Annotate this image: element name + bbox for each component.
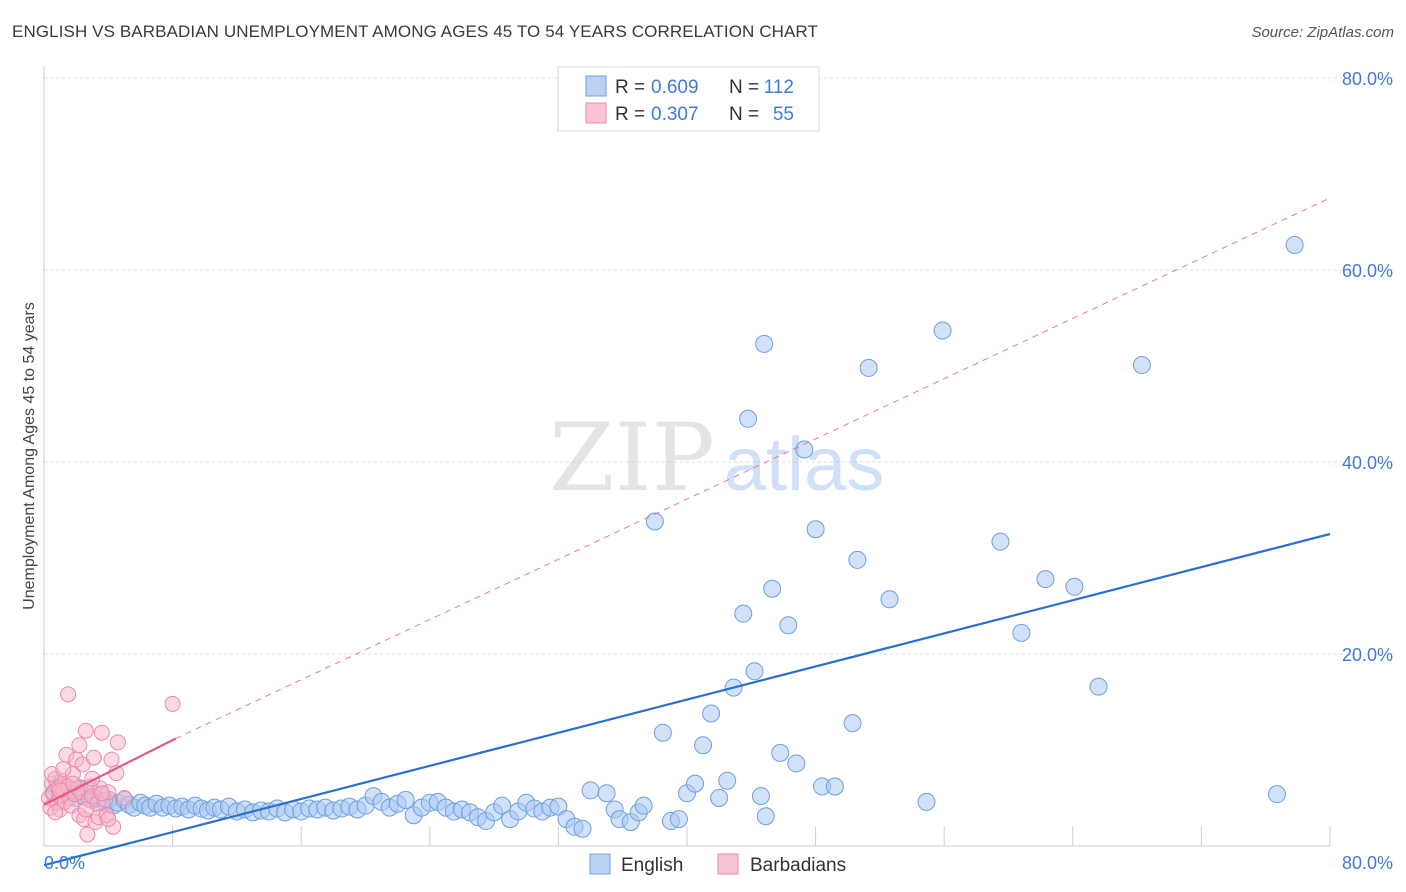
english-point [825,777,844,796]
legend-r-label: R = [615,77,645,98]
bottom-legend-swatch-1 [717,853,739,875]
english-point [933,321,952,340]
english-point [848,550,867,569]
english-point [645,512,664,531]
english-point [787,754,806,773]
english-point [1012,623,1031,642]
english-point [751,787,770,806]
english-point [1089,677,1108,696]
legend-n-label: N = [729,104,759,125]
chart-title: ENGLISH VS BARBADIAN UNEMPLOYMENT AMONG … [12,22,818,41]
legend-r-value: 0.307 [651,104,699,125]
legend-swatch-1 [585,102,607,124]
english-point [396,790,415,809]
english-point [1285,236,1304,255]
y-tick-label: 60.0% [1342,261,1393,281]
y-tick-label: 80.0% [1342,69,1393,89]
x-tick-label-max: 80.0% [1342,853,1393,873]
x-tick-label-min: 0.0% [44,853,85,873]
y-tick-label: 20.0% [1342,645,1393,665]
barbadian-point [77,722,94,739]
barbadian-point [100,811,117,828]
legend-bottom: English Barbadians [589,853,846,876]
barbadian-trend-line-solid [43,737,177,806]
legend-swatch-0 [585,75,607,97]
english-point [1036,570,1055,589]
english-points [44,236,1304,838]
english-point [718,771,737,790]
y-tick-label: 40.0% [1342,453,1393,473]
english-point [597,784,616,803]
english-point [763,579,782,598]
barbadian-point [60,686,77,703]
english-point [739,409,758,428]
barbadian-point [93,785,110,802]
english-point [843,714,862,733]
legend-n-label: N = [729,77,759,98]
barbadian-point [116,790,133,806]
trend-lines [43,197,1331,867]
bottom-legend-label: Barbadians [750,855,846,876]
english-point [702,704,721,723]
english-point [710,789,729,807]
bottom-legend-swatch-0 [589,853,611,875]
english-point [694,736,713,755]
barbadian-point [55,761,72,778]
barbadian-point [109,734,126,751]
english-point [795,440,814,459]
english-point [1267,785,1286,804]
tick-labels: 80.0% 60.0% 40.0% 20.0% 0.0% 80.0% [44,69,1393,873]
english-point [1132,356,1151,375]
english-trend-line [43,532,1331,867]
legend-top: R = 0.609 N = 112 R = 0.307 N = 55 [557,66,820,132]
english-point [745,662,764,681]
bottom-legend-label: English [621,855,683,876]
english-point [880,590,899,609]
english-point [771,743,790,762]
english-point [859,358,878,377]
barbadian-point [93,724,110,741]
english-point [991,532,1010,551]
barbadian-point [103,751,120,768]
barbadian-point [164,695,181,712]
legend-r-label: R = [615,104,645,125]
barbadian-trend-line-dashed [175,197,1331,739]
english-point [1065,577,1084,596]
chart-source: Source: ZipAtlas.com [1251,24,1394,41]
english-point [755,334,774,353]
english-point [493,796,512,815]
english-point [779,616,798,635]
barbadian-point [79,826,96,843]
legend-r-value: 0.609 [651,77,699,98]
english-point [756,807,775,826]
barbadian-point [71,737,88,754]
watermark-zip: ZIP [549,404,715,513]
barbadian-point [85,749,102,766]
english-point [634,796,653,815]
barbadian-point [47,804,64,821]
watermark-atlas: atlas [724,422,885,507]
grid-layer [43,66,1394,847]
watermark: ZIP atlas [549,404,884,513]
english-point [917,792,936,811]
barbadian-point [77,801,94,818]
english-point [806,520,825,539]
english-point [669,810,688,829]
barbadian-points [40,686,181,843]
english-point [734,604,753,623]
y-axis-label: Unemployment Among Ages 45 to 54 years [21,302,38,610]
english-point [573,819,592,838]
legend-n-value: 55 [773,104,794,125]
english-point [653,723,672,742]
english-point [686,774,705,793]
legend-n-value: 112 [764,77,794,98]
english-point [581,781,600,800]
